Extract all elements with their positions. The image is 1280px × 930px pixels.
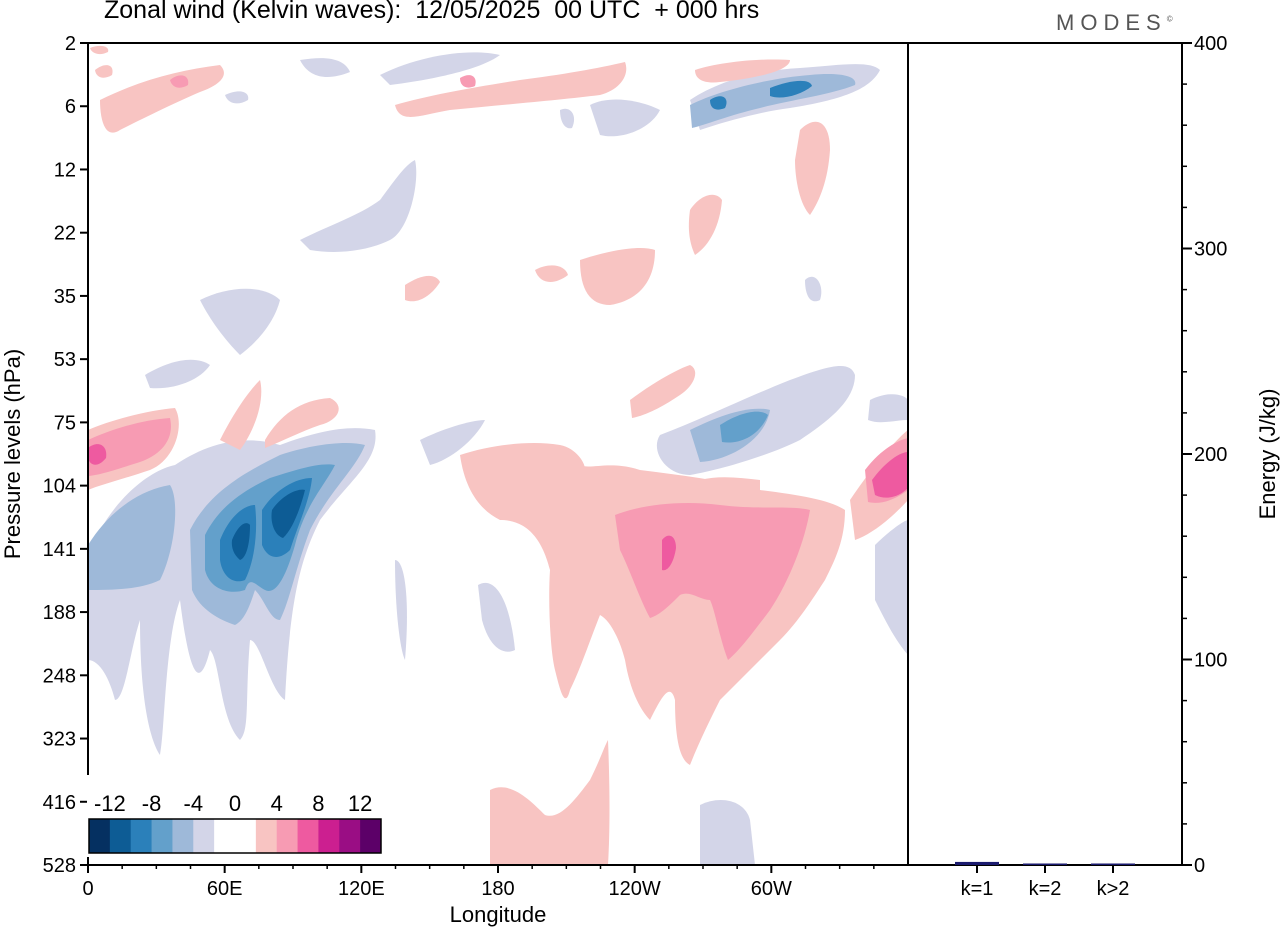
energy-axis: 0 100 200 300 400 xyxy=(1182,33,1227,877)
colorbar-swatch xyxy=(360,819,382,853)
y-tick-label: 22 xyxy=(54,223,76,245)
energy-tick-label: 300 xyxy=(1194,239,1227,261)
colorbar-label: -4 xyxy=(184,791,204,816)
x-axis: 0 60E 120E 180 120W 60W xyxy=(82,865,875,900)
colorbar-label: 0 xyxy=(229,791,241,816)
y-tick-label: 53 xyxy=(54,349,76,371)
energy-bars: k=1 k=2 k>2 xyxy=(955,861,1135,900)
colorbar-swatch xyxy=(130,819,153,853)
colorbar-label: 4 xyxy=(271,791,283,816)
energy-tick-label: 200 xyxy=(1194,444,1227,466)
colorbar-label: 12 xyxy=(348,791,372,816)
y-tick-label: 188 xyxy=(43,602,76,624)
y-tick-label: 2 xyxy=(65,33,76,55)
energy-tick-label: 0 xyxy=(1194,855,1205,877)
energy-category-label: k=2 xyxy=(1029,878,1062,900)
y-tick-label: 75 xyxy=(54,412,76,434)
y-tick-label: 35 xyxy=(54,286,76,308)
y-tick-label: 12 xyxy=(54,159,76,181)
colorbar-swatch xyxy=(89,819,111,853)
y-tick-label: 323 xyxy=(43,729,76,751)
energy-bar xyxy=(1091,863,1135,865)
y-tick-label: 528 xyxy=(43,855,76,877)
energy-axis-title: Energy (J/kg) xyxy=(1255,389,1280,520)
y-tick-label: 104 xyxy=(43,476,76,498)
colorbar-swatch xyxy=(151,819,173,853)
colorbar: -12 -8 -4 0 4 8 12 xyxy=(87,775,385,857)
energy-category-label: k=1 xyxy=(961,878,994,900)
x-tick-label: 60W xyxy=(751,878,792,900)
energy-bar xyxy=(955,861,999,865)
colorbar-label: -8 xyxy=(142,791,162,816)
contour-level-minus12 xyxy=(231,489,305,560)
colorbar-frame xyxy=(88,818,382,854)
x-axis-title: Longitude xyxy=(450,902,547,927)
y-tick-label: 416 xyxy=(43,792,76,814)
colorbar-swatch xyxy=(255,819,278,853)
colorbar-swatch xyxy=(339,819,361,853)
colorbar-swatch xyxy=(297,819,319,853)
heatmap-contour-field xyxy=(88,45,908,865)
energy-bar xyxy=(1023,863,1067,865)
colorbar-swatch xyxy=(172,819,194,853)
energy-category-label: k>2 xyxy=(1097,878,1130,900)
colorbar-swatch xyxy=(276,819,299,853)
colorbar-swatch xyxy=(318,819,340,853)
energy-tick-label: 400 xyxy=(1194,33,1227,55)
x-tick-label: 180 xyxy=(481,878,514,900)
y-tick-label: 141 xyxy=(43,539,76,561)
chart-title: Zonal wind (Kelvin waves): 12/05/2025 00… xyxy=(104,0,760,24)
colorbar-swatch xyxy=(235,819,257,853)
y-axis: 2 6 12 22 35 53 75 104 141 188 248 323 416 528 xyxy=(43,33,88,877)
colorbar-swatch xyxy=(193,819,215,853)
x-tick-label: 120W xyxy=(609,878,661,900)
colorbar-swatch xyxy=(214,819,236,853)
y-axis-title: Pressure levels (hPa) xyxy=(0,349,25,559)
brand-logo: MODES© xyxy=(1056,10,1173,35)
colorbar-label: -12 xyxy=(94,791,126,816)
x-tick-label: 120E xyxy=(338,878,385,900)
x-tick-label: 0 xyxy=(82,878,93,900)
contour-level-plus8 xyxy=(88,444,908,571)
y-tick-label: 6 xyxy=(65,96,76,118)
brand-text: MODES xyxy=(1056,10,1167,35)
y-tick-label: 248 xyxy=(43,665,76,687)
x-tick-label: 60E xyxy=(207,878,243,900)
colorbar-swatch xyxy=(109,819,132,853)
energy-panel-frame xyxy=(907,42,1183,866)
energy-tick-label: 100 xyxy=(1194,650,1227,672)
colorbar-label: 8 xyxy=(312,791,324,816)
